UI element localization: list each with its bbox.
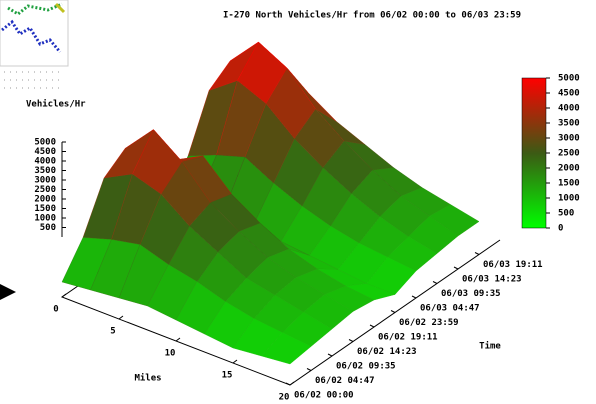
colorbar-tick-label: 1500 — [558, 179, 580, 189]
x-tick-label: 10 — [165, 349, 176, 359]
y-tick — [306, 368, 312, 371]
x-tick — [289, 381, 295, 386]
y-tick — [411, 295, 417, 299]
z-tick-label: 4000 — [34, 157, 56, 167]
y-tick-label: 06/02 09:35 — [336, 362, 396, 372]
thumbnail — [0, 0, 69, 89]
colorbar — [521, 77, 547, 229]
z-tick-label: 500 — [40, 223, 56, 233]
x-axis-label: Miles — [134, 373, 161, 384]
y-tick-label: 06/02 23:59 — [399, 318, 459, 328]
z-axis-label: Vehicles/Hr — [26, 99, 86, 110]
z-tick-label: 2500 — [34, 185, 56, 195]
y-tick-label: 06/03 14:23 — [462, 275, 522, 285]
z-tick-label: 4500 — [34, 147, 56, 157]
x-tick-label: 5 — [110, 327, 115, 337]
colorbar-tick-label: 500 — [558, 209, 574, 219]
y-tick-label: 06/03 19:11 — [483, 260, 543, 270]
y-tick-label: 06/02 04:47 — [315, 376, 375, 386]
y-tick — [327, 353, 333, 357]
z-tick-label: 3000 — [34, 176, 56, 186]
colorbar-tick-label: 3000 — [558, 134, 580, 144]
colorbar-tick-label: 4500 — [558, 89, 580, 99]
y-tick-label: 06/03 09:35 — [441, 289, 501, 299]
z-tick-label: 1000 — [34, 214, 56, 224]
colorbar-tick-label: 4000 — [558, 104, 580, 114]
y-axis-label: Time — [479, 341, 501, 352]
z-tick-label: 1500 — [34, 204, 56, 214]
y-tick — [285, 382, 291, 386]
colorbar-tick-label: 1000 — [558, 194, 580, 204]
x-tick — [61, 293, 67, 298]
y-tick — [432, 281, 438, 284]
y-tick-label: 06/03 04:47 — [420, 304, 480, 314]
y-tick — [453, 266, 459, 270]
x-tick — [175, 337, 181, 342]
y-tick — [390, 310, 396, 313]
surface-cell — [261, 332, 312, 365]
x-tick-label: 20 — [279, 393, 290, 403]
y-tick — [474, 252, 480, 255]
colorbar-tick-label: 5000 — [558, 74, 580, 84]
z-tick-label: 2000 — [34, 195, 56, 205]
z-tick-label: 5000 — [34, 138, 56, 148]
y-tick — [348, 339, 354, 342]
colorbar-tick-label: 3500 — [558, 119, 580, 129]
x-tick — [118, 315, 124, 320]
pointer-arrow — [0, 284, 16, 300]
y-tick — [369, 324, 375, 328]
colorbar-tick-label: 2000 — [558, 164, 580, 174]
y-tick-label: 06/02 19:11 — [378, 333, 438, 343]
y-tick-label: 06/02 00:00 — [294, 391, 354, 401]
colorbar-tick-label: 2500 — [558, 149, 580, 159]
x-tick — [232, 359, 238, 364]
z-tick-label: 3500 — [34, 166, 56, 176]
x-tick-label: 15 — [222, 371, 233, 381]
colorbar-tick-label: 0 — [558, 224, 563, 234]
y-tick-label: 06/02 14:23 — [357, 347, 417, 357]
chart-title: I-270 North Vehicles/Hr from 06/02 00:00… — [223, 10, 521, 21]
x-tick-label: 0 — [53, 305, 58, 315]
